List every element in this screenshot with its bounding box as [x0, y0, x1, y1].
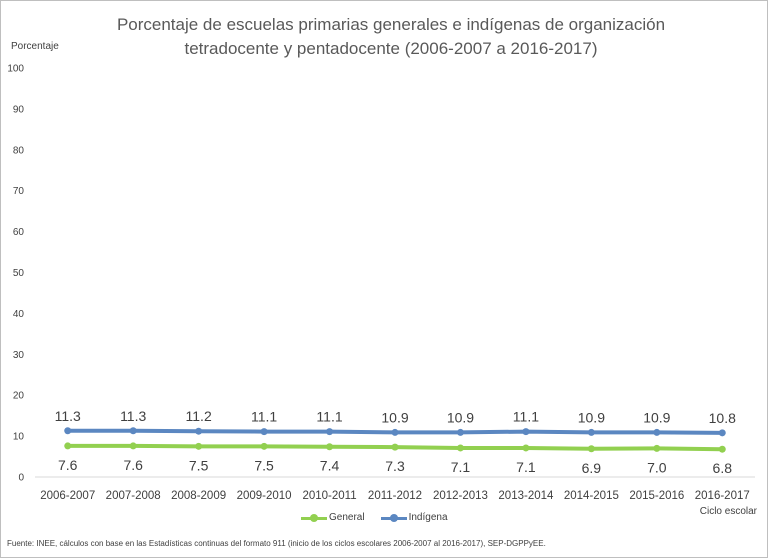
data-point-ind-gena — [326, 428, 334, 436]
data-label-ind-gena: 10.9 — [381, 409, 408, 425]
data-label-general: 7.5 — [254, 457, 274, 473]
data-point-general — [260, 442, 268, 450]
data-point-ind-gena — [195, 427, 203, 435]
data-point-general — [129, 442, 137, 450]
y-axis-label: Porcentaje — [11, 41, 59, 52]
y-tick-label: 20 — [13, 391, 25, 402]
data-label-general: 7.6 — [123, 457, 143, 473]
y-tick-label: 30 — [13, 350, 25, 361]
y-tick-label: 90 — [13, 104, 25, 115]
data-label-general: 7.5 — [189, 457, 209, 473]
data-label-general: 6.8 — [713, 460, 733, 476]
data-label-ind-gena: 11.1 — [513, 409, 539, 425]
x-tick-label: 2009-2010 — [237, 490, 292, 502]
x-tick-label: 2006-2007 — [40, 490, 95, 502]
data-label-ind-gena: 10.9 — [578, 409, 605, 425]
x-tick-label: 2012-2013 — [433, 490, 488, 502]
data-point-general — [653, 444, 661, 452]
y-tick-label: 40 — [13, 309, 25, 320]
data-label-ind-gena: 11.1 — [251, 409, 277, 425]
x-tick-label: 2015-2016 — [629, 490, 684, 502]
legend-item-general: General — [301, 512, 365, 523]
y-tick-label: 0 — [18, 473, 24, 484]
data-point-ind-gena — [653, 428, 661, 436]
x-tick-label: 2010-2011 — [302, 490, 356, 502]
data-point-general — [587, 445, 595, 453]
source-note: Fuente: INEE, cálculos con base en las E… — [7, 539, 546, 548]
data-point-general — [64, 442, 72, 450]
y-tick-label: 50 — [13, 268, 25, 279]
data-point-ind-gena — [587, 428, 595, 436]
data-label-ind-gena: 10.9 — [643, 409, 670, 425]
y-tick-label: 60 — [13, 227, 25, 238]
data-point-general — [195, 442, 203, 450]
x-tick-label: 2011-2012 — [368, 490, 422, 502]
data-point-ind-gena — [718, 429, 726, 437]
data-point-ind-gena — [129, 427, 137, 435]
x-tick-label: 2014-2015 — [564, 490, 619, 502]
y-tick-label: 10 — [13, 432, 25, 443]
data-label-general: 7.6 — [58, 457, 78, 473]
data-point-ind-gena — [64, 427, 72, 435]
data-label-general: 7.4 — [320, 458, 340, 474]
data-point-ind-gena — [456, 428, 464, 436]
legend-swatch-indigena — [380, 513, 407, 522]
legend-label-indigena: Indígena — [408, 512, 448, 523]
legend-item-indigena: Indígena — [380, 512, 448, 523]
data-point-ind-gena — [522, 428, 530, 436]
y-tick-label: 100 — [7, 64, 24, 75]
data-label-general: 7.1 — [451, 459, 471, 475]
data-point-general — [522, 444, 530, 452]
x-axis-label: Ciclo escolar — [699, 506, 757, 517]
x-tick-label: 2008-2009 — [171, 490, 226, 502]
data-point-general — [326, 443, 334, 451]
data-label-ind-gena: 11.3 — [120, 408, 146, 424]
chart-title: Porcentaje de escuelas primarias general… — [116, 15, 666, 58]
legend: General Indígena — [301, 512, 448, 523]
x-tick-label: 2007-2008 — [106, 490, 161, 502]
legend-label-general: General — [329, 512, 365, 523]
data-label-ind-gena: 11.3 — [55, 408, 81, 424]
data-label-ind-gena: 11.2 — [186, 408, 212, 424]
data-label-general: 7.1 — [516, 459, 536, 475]
data-point-ind-gena — [260, 428, 268, 436]
data-label-ind-gena: 10.9 — [447, 409, 474, 425]
data-point-general — [456, 444, 464, 452]
data-point-general — [391, 443, 399, 451]
data-point-general — [718, 445, 726, 453]
data-label-general: 7.0 — [647, 459, 667, 475]
legend-swatch-general — [301, 513, 327, 522]
data-label-general: 6.9 — [582, 460, 602, 476]
x-tick-label: 2016-2017 — [695, 490, 750, 502]
data-label-general: 7.3 — [385, 458, 405, 474]
x-tick-label: 2013-2014 — [498, 490, 554, 502]
y-tick-label: 80 — [13, 145, 25, 156]
y-tick-label: 70 — [13, 186, 25, 197]
data-point-ind-gena — [391, 428, 399, 436]
data-label-ind-gena: 10.8 — [709, 410, 736, 426]
data-label-ind-gena: 11.1 — [316, 409, 342, 425]
